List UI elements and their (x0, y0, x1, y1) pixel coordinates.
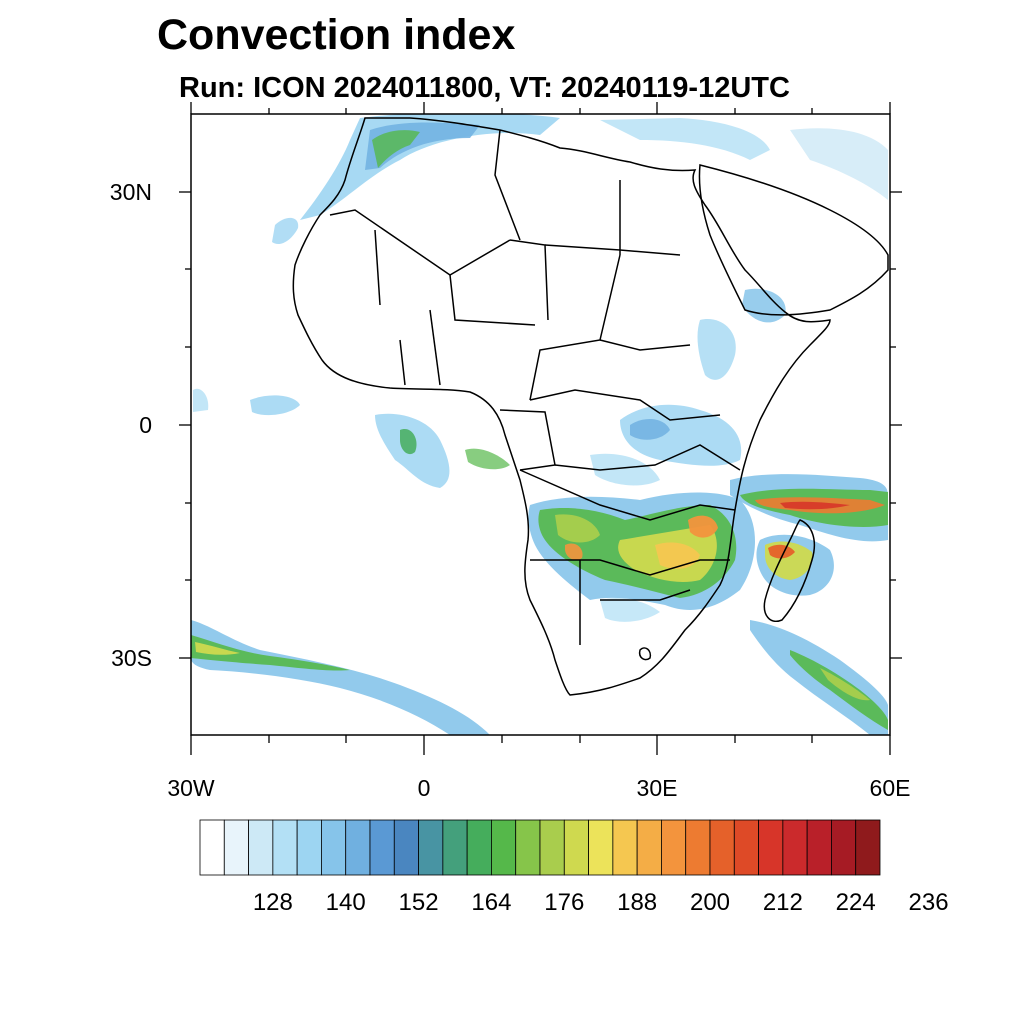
colorbar-box (758, 819, 784, 876)
colorbar-tick-label: 188 (617, 889, 658, 916)
lat-label-0: 0 (139, 412, 152, 438)
convection-field (191, 114, 888, 735)
colorbar-tick-label: 224 (835, 889, 876, 916)
colorbar-box (393, 819, 419, 876)
chart-subtitle: Run: ICON 2024011800, VT: 20240119-12UTC (179, 72, 790, 104)
colorbar-box (661, 819, 687, 876)
colorbar-box (782, 819, 808, 876)
colorbar-tick-label: 128 (252, 889, 293, 916)
colorbar-box (709, 819, 735, 876)
lat-label-30s: 30S (111, 645, 152, 671)
colorbar-box (733, 819, 759, 876)
colorbar-box (223, 819, 249, 876)
colorbar-box (345, 819, 371, 876)
colorbar-box (515, 819, 541, 876)
colorbar-tick-label: 176 (544, 889, 585, 916)
colorbar-box (855, 819, 881, 876)
colorbar-box (539, 819, 565, 876)
colorbar-box (831, 819, 857, 876)
colorbar-box (491, 819, 517, 876)
colorbar-tick-label: 236 (908, 889, 949, 916)
colorbar-box (588, 819, 614, 876)
colorbar-box (806, 819, 832, 876)
colorbar-box (272, 819, 298, 876)
colorbar-tick-label: 140 (325, 889, 366, 916)
colorbar-box (442, 819, 468, 876)
lon-label-60e: 60E (869, 775, 911, 801)
lat-label-30n: 30N (109, 179, 152, 205)
coastlines-borders (292, 117, 889, 696)
colorbar-tick-label: 164 (471, 889, 512, 916)
colorbar-box (199, 819, 225, 876)
lon-label-30e: 30E (636, 775, 678, 801)
colorbar-box (563, 819, 589, 876)
chart-title: Convection index (157, 11, 516, 59)
colorbar-box (248, 819, 274, 876)
colorbar-tick-label: 200 (689, 889, 731, 916)
colorbar-box (418, 819, 444, 876)
colorbar-box (685, 819, 711, 876)
lon-label-30w: 30W (167, 775, 215, 801)
colorbar-box (296, 819, 322, 876)
colorbar-box (369, 819, 395, 876)
axis-ticks (179, 102, 902, 755)
colorbar-box (612, 819, 638, 876)
colorbar-box (636, 819, 662, 876)
colorbar (199, 819, 881, 876)
colorbar-box (321, 819, 347, 876)
colorbar-tick-label: 152 (398, 889, 439, 916)
colorbar-tick-label: 212 (762, 889, 803, 916)
colorbar-box (466, 819, 492, 876)
lon-label-0: 0 (417, 775, 431, 801)
